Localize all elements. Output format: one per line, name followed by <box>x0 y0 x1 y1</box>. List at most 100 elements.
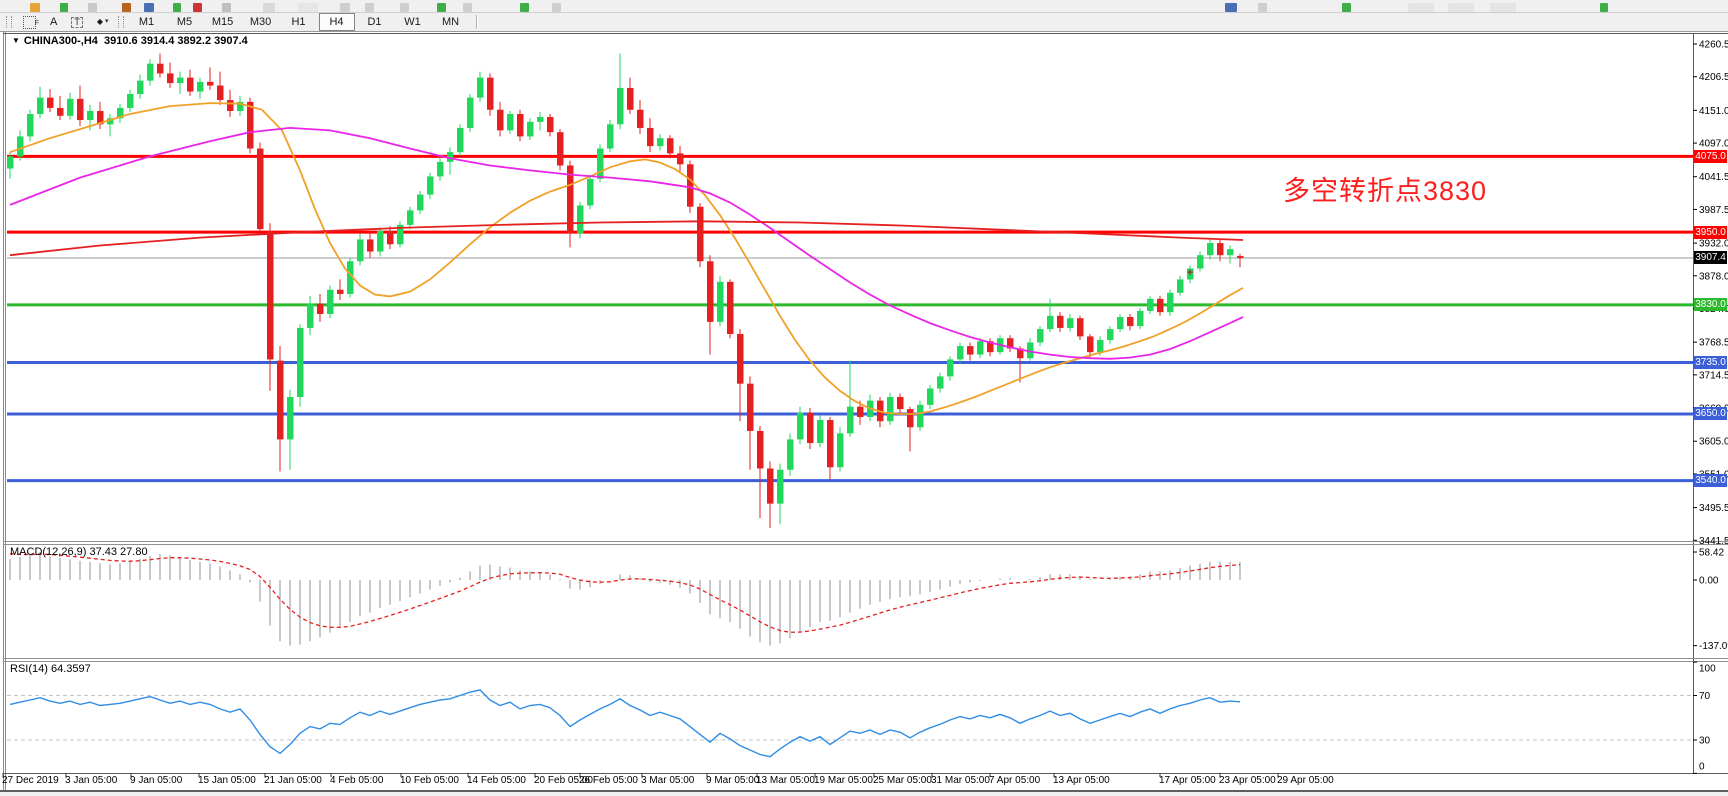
candle <box>1127 317 1134 327</box>
candle <box>467 97 474 128</box>
candle <box>587 178 594 206</box>
date-label: 15 Jan 05:00 <box>198 775 256 786</box>
candle <box>97 110 104 125</box>
candle <box>1217 243 1224 256</box>
timeframe-m5-button[interactable]: M5 <box>176 16 193 28</box>
cut-off-toolbar-icon[interactable] <box>437 3 446 12</box>
price-tick-label: 4151.0 <box>1699 106 1728 117</box>
candle <box>277 360 284 440</box>
candle <box>27 113 34 137</box>
rsi-line[interactable] <box>9 689 1241 758</box>
cut-off-toolbar-icon[interactable] <box>1342 3 1351 12</box>
date-label: 3 Jan 05:00 <box>65 775 118 786</box>
cut-off-toolbar-icon[interactable] <box>365 3 374 12</box>
timeframe-h1-button[interactable]: H1 <box>291 16 306 28</box>
tool-text-box-button[interactable]: T <box>65 13 89 31</box>
chevron-down-icon[interactable]: ▾ <box>105 18 109 25</box>
tool-arrow-objects-button[interactable]: ◆ ▾ <box>91 13 115 31</box>
candle <box>777 469 784 504</box>
candle <box>947 359 954 377</box>
toolbar-grip[interactable] <box>6 16 12 28</box>
candle <box>267 230 274 360</box>
chart-ohlc-values: 3910.6 3914.4 3892.2 3907.4 <box>104 35 248 47</box>
cut-off-toolbar-icon[interactable] <box>144 3 154 12</box>
candle <box>1237 256 1244 258</box>
timeframe-d1-button[interactable]: D1 <box>367 16 382 28</box>
candle <box>1187 268 1194 280</box>
cut-off-toolbar-icon[interactable] <box>520 3 529 12</box>
bottom-strip <box>0 790 1728 796</box>
candle <box>217 85 224 101</box>
candle <box>807 412 814 444</box>
cut-off-toolbar-icon[interactable] <box>122 3 131 12</box>
cut-off-toolbar-icon[interactable] <box>1258 3 1267 12</box>
candle <box>477 77 484 98</box>
ma-line-ma-mid-magenta[interactable] <box>9 126 1244 360</box>
timeframe-m30-button[interactable]: M30 <box>249 16 272 28</box>
candle <box>677 153 684 165</box>
candle <box>1007 338 1014 349</box>
candle <box>107 118 114 125</box>
candle <box>787 439 794 470</box>
price-tick-label: 4097.0 <box>1699 139 1728 150</box>
cut-off-toolbar-icon[interactable] <box>552 3 561 12</box>
price-tick-label: 4260.5 <box>1699 40 1728 51</box>
candle <box>227 100 234 111</box>
cut-off-toolbar-icon[interactable] <box>193 3 202 12</box>
cut-off-toolbar-icon[interactable] <box>298 3 318 12</box>
date-label: 21 Jan 05:00 <box>264 775 322 786</box>
cut-off-toolbar-icon[interactable] <box>1448 3 1474 12</box>
cut-off-toolbar-icon[interactable] <box>88 3 97 12</box>
cut-off-toolbar-icon[interactable] <box>173 3 181 12</box>
macd-tick-label: -137.09 <box>1699 641 1728 652</box>
candle <box>547 117 554 133</box>
trade-marker-icon[interactable]: + <box>1187 267 1193 279</box>
candle <box>417 194 424 211</box>
price-tick-label: 4206.5 <box>1699 72 1728 83</box>
candle <box>607 124 614 149</box>
candle <box>347 261 354 294</box>
ma-line-ma-fast-orange[interactable] <box>9 102 1244 415</box>
timeframe-m1-button[interactable]: M1 <box>138 16 155 28</box>
rsi-indicator-label: RSI(14) 64.3597 <box>10 663 91 675</box>
date-label: 31 Mar 05:00 <box>931 775 990 786</box>
candle <box>597 148 604 179</box>
cut-off-toolbar-icon[interactable] <box>1490 3 1516 12</box>
cut-off-toolbar-icon[interactable] <box>463 3 472 12</box>
candle <box>197 81 204 92</box>
tool-text-label-button[interactable]: A <box>44 13 63 31</box>
cut-off-toolbar-icon[interactable] <box>1600 3 1608 12</box>
text-label-icon: A <box>50 16 58 28</box>
timeframe-h4-button[interactable]: H4 <box>318 13 355 31</box>
timeframe-m15-button[interactable]: M15 <box>211 16 234 28</box>
cut-off-toolbar-icon[interactable] <box>222 3 231 12</box>
date-label: 20 Feb 05:00 <box>534 775 593 786</box>
candle <box>37 97 44 114</box>
macd-signal-line[interactable] <box>9 553 1241 633</box>
cut-off-toolbar-icon[interactable] <box>1225 3 1237 12</box>
top-toolbar-strip <box>0 0 1728 13</box>
candle <box>647 127 654 147</box>
grid-dots-icon: F <box>23 15 39 29</box>
candle <box>377 230 384 252</box>
cut-off-toolbar-icon[interactable] <box>1408 3 1434 12</box>
timeframe-mn-button[interactable]: MN <box>441 16 460 28</box>
chart-expand-icon[interactable]: ▼ <box>12 36 20 45</box>
candle <box>1197 255 1204 269</box>
cut-off-toolbar-icon[interactable] <box>60 3 68 12</box>
cut-off-toolbar-icon[interactable] <box>263 3 275 12</box>
date-label: 17 Apr 05:00 <box>1159 775 1216 786</box>
tool-grid-dots-button[interactable]: F <box>17 13 42 31</box>
cut-off-toolbar-icon[interactable] <box>400 3 409 12</box>
cut-off-toolbar-icon[interactable] <box>30 3 40 12</box>
toolbar-separator <box>475 15 477 29</box>
toolbar-grip[interactable] <box>117 16 124 28</box>
ma-line-ma-slow-red[interactable] <box>9 220 1244 257</box>
annotation-text[interactable]: 多空转折点3830 <box>1283 176 1488 206</box>
candle <box>657 138 664 147</box>
date-label: 13 Apr 05:00 <box>1053 775 1110 786</box>
cut-off-toolbar-icon[interactable] <box>340 3 350 12</box>
candle <box>757 430 764 469</box>
timeframe-w1-button[interactable]: W1 <box>404 16 421 28</box>
